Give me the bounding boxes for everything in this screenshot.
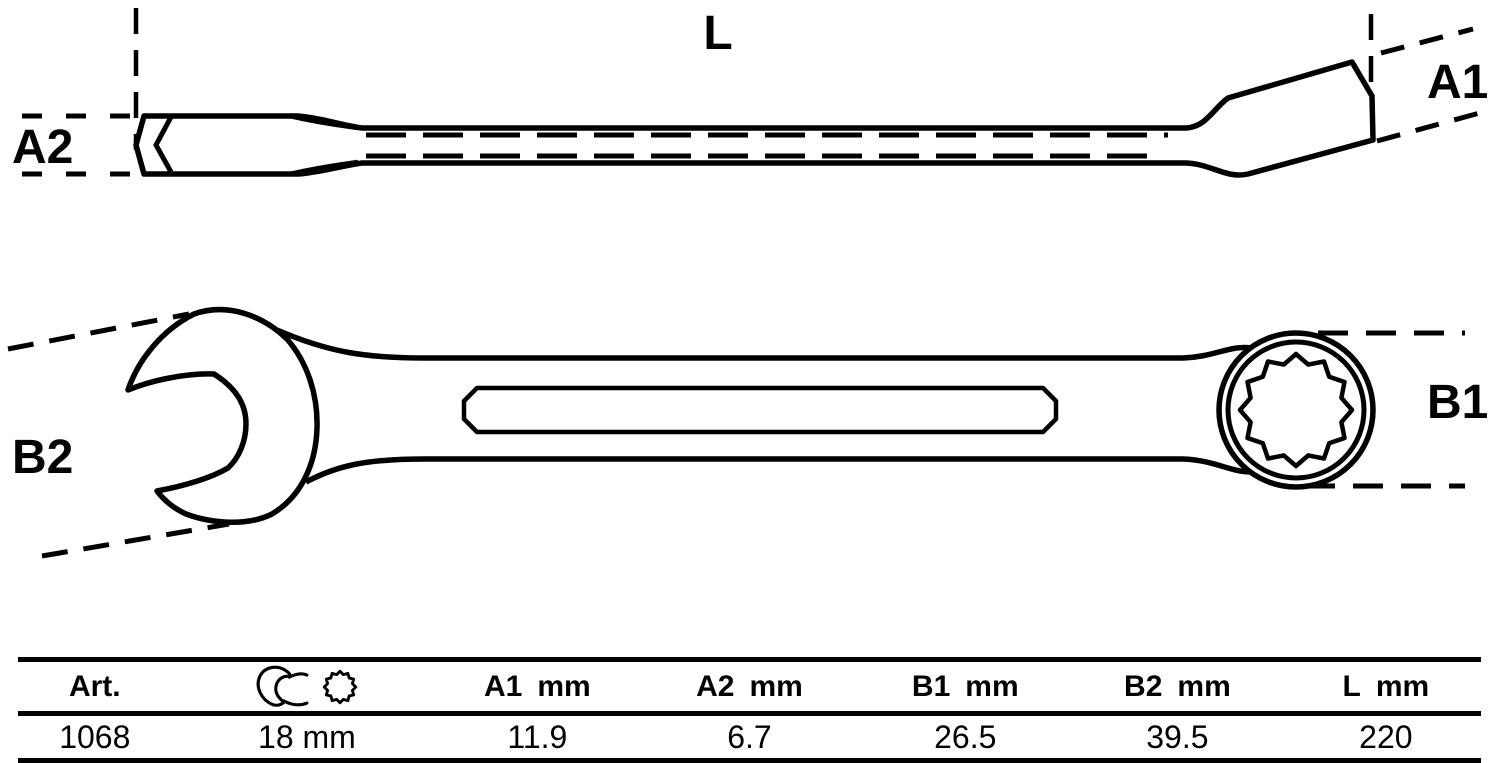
b2-column-header: B2 mm <box>1124 669 1231 703</box>
ring-inner-circle <box>1225 339 1367 481</box>
size-column-header <box>172 664 443 710</box>
bottom-chamfer-line <box>289 159 359 177</box>
length-dim-label: L <box>703 7 732 60</box>
open-end-head-outline <box>125 306 320 525</box>
b2-extension-lower <box>41 521 230 559</box>
size-value: 18 mm <box>258 718 356 755</box>
a1-extension-upper <box>1380 26 1474 56</box>
art-value: 1068 <box>59 718 131 755</box>
shank-top-edge <box>275 327 1252 361</box>
size-icons <box>253 664 361 710</box>
a2-dim-label: A2 <box>12 121 73 174</box>
shank-slot <box>461 385 1059 435</box>
a1-value: 11.9 <box>507 718 568 755</box>
plan-view: B1 B2 <box>7 306 1488 559</box>
b2-dim-label: B2 <box>12 431 73 484</box>
b1-dim-label: B1 <box>1427 376 1488 429</box>
top-chamfer-line <box>289 113 359 131</box>
spec-table: Art. A1 mm A2 mm B1 mm <box>18 657 1481 763</box>
wrench-technical-drawing: L A1 A2 B1 B2 <box>7 7 1488 559</box>
spec-table-value-row: 1068 18 mm 11.9 6.7 26.5 39.5 220 <box>18 716 1481 758</box>
b1-column-header: B1 mm <box>911 669 1019 703</box>
side-view: L A1 A2 <box>12 7 1488 178</box>
open-end-wrench-icon <box>256 665 309 707</box>
ring-outer-circle <box>1216 330 1376 490</box>
b2-value: 39.5 <box>1146 718 1209 755</box>
open-end-face-line <box>153 115 174 174</box>
a2-column-header: A2 mm <box>696 669 803 703</box>
side-view-outline <box>133 59 1376 178</box>
shank-bottom-edge <box>304 456 1252 485</box>
art-column-header: Art. <box>68 669 121 703</box>
b1-value: 26.5 <box>934 718 997 755</box>
ring-spanner-12pt-icon <box>322 669 358 704</box>
a1-extension-lower <box>1376 108 1488 144</box>
b2-extension-upper <box>7 311 190 352</box>
spec-table-header-row: Art. A1 mm A2 mm B1 mm <box>18 662 1481 716</box>
a1-column-header: A1 mm <box>483 669 591 703</box>
a2-value: 6.7 <box>727 718 772 755</box>
ring-12pt-profile <box>1237 351 1355 469</box>
l-value: 220 <box>1359 718 1413 755</box>
a1-dim-label: A1 <box>1427 56 1488 109</box>
